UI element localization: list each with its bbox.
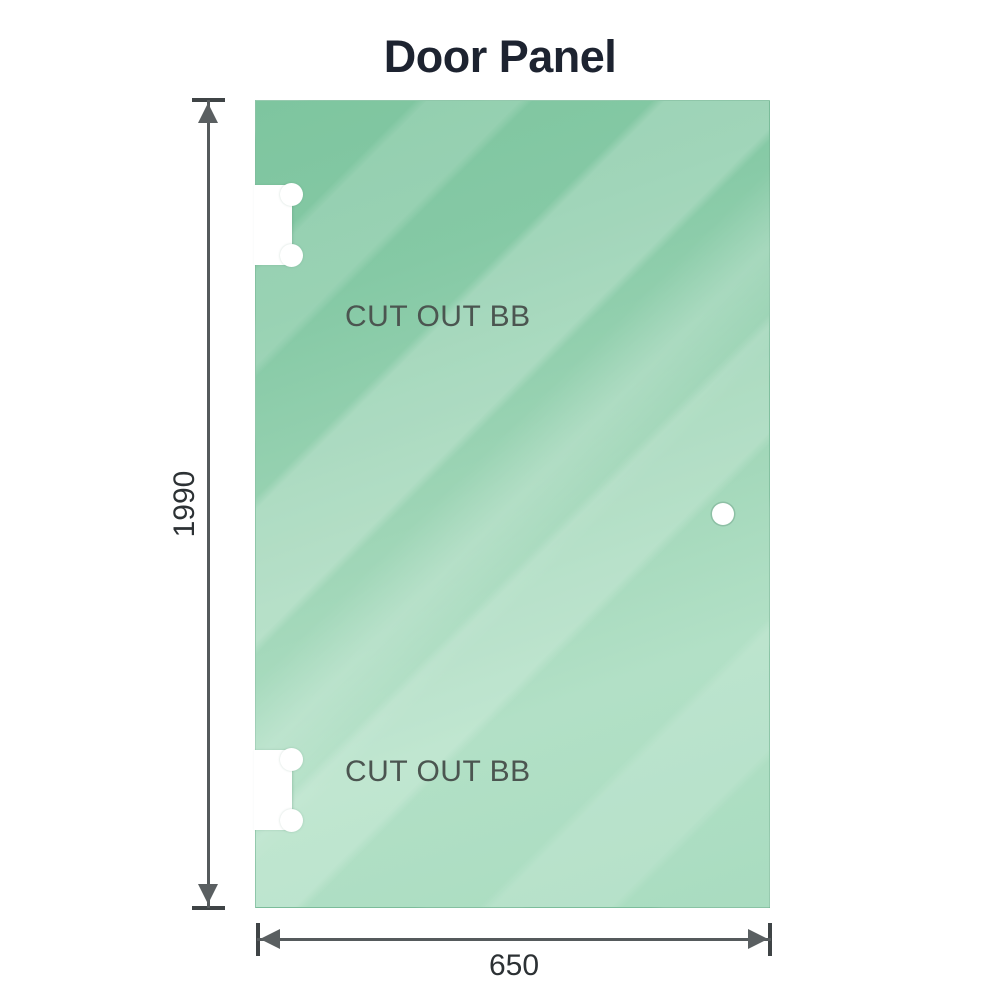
- page-title: Door Panel: [383, 31, 617, 82]
- cutout-top-lobe-lower: [280, 244, 303, 267]
- cutout-bottom: [254, 748, 303, 832]
- dimension-height-line: [207, 100, 210, 908]
- cutout-top: [254, 183, 303, 267]
- dimension-height-arrow-up-icon: [198, 103, 218, 123]
- cutout-top-lobe-upper: [280, 183, 303, 206]
- dimension-height-arrow-down-icon: [198, 884, 218, 904]
- dimension-width-arrow-right-icon: [748, 929, 768, 949]
- dimension-height-tick-bottom: [192, 906, 225, 910]
- handle-hole-icon: [712, 503, 734, 525]
- dimension-width-line: [257, 938, 771, 941]
- dimension-width-label: 650: [488, 949, 540, 982]
- cutout-bottom-label: CUT OUT BB: [345, 755, 531, 788]
- cutout-bottom-lobe-lower: [280, 809, 303, 832]
- panel-glass-fill: [255, 100, 770, 908]
- door-panel: CUT OUT BB CUT OUT BB: [254, 100, 770, 908]
- dimension-height-label: 1990: [168, 470, 201, 538]
- dimension-width-arrow-left-icon: [260, 929, 280, 949]
- cutout-top-label: CUT OUT BB: [345, 300, 531, 333]
- cutout-bottom-lobe-upper: [280, 748, 303, 771]
